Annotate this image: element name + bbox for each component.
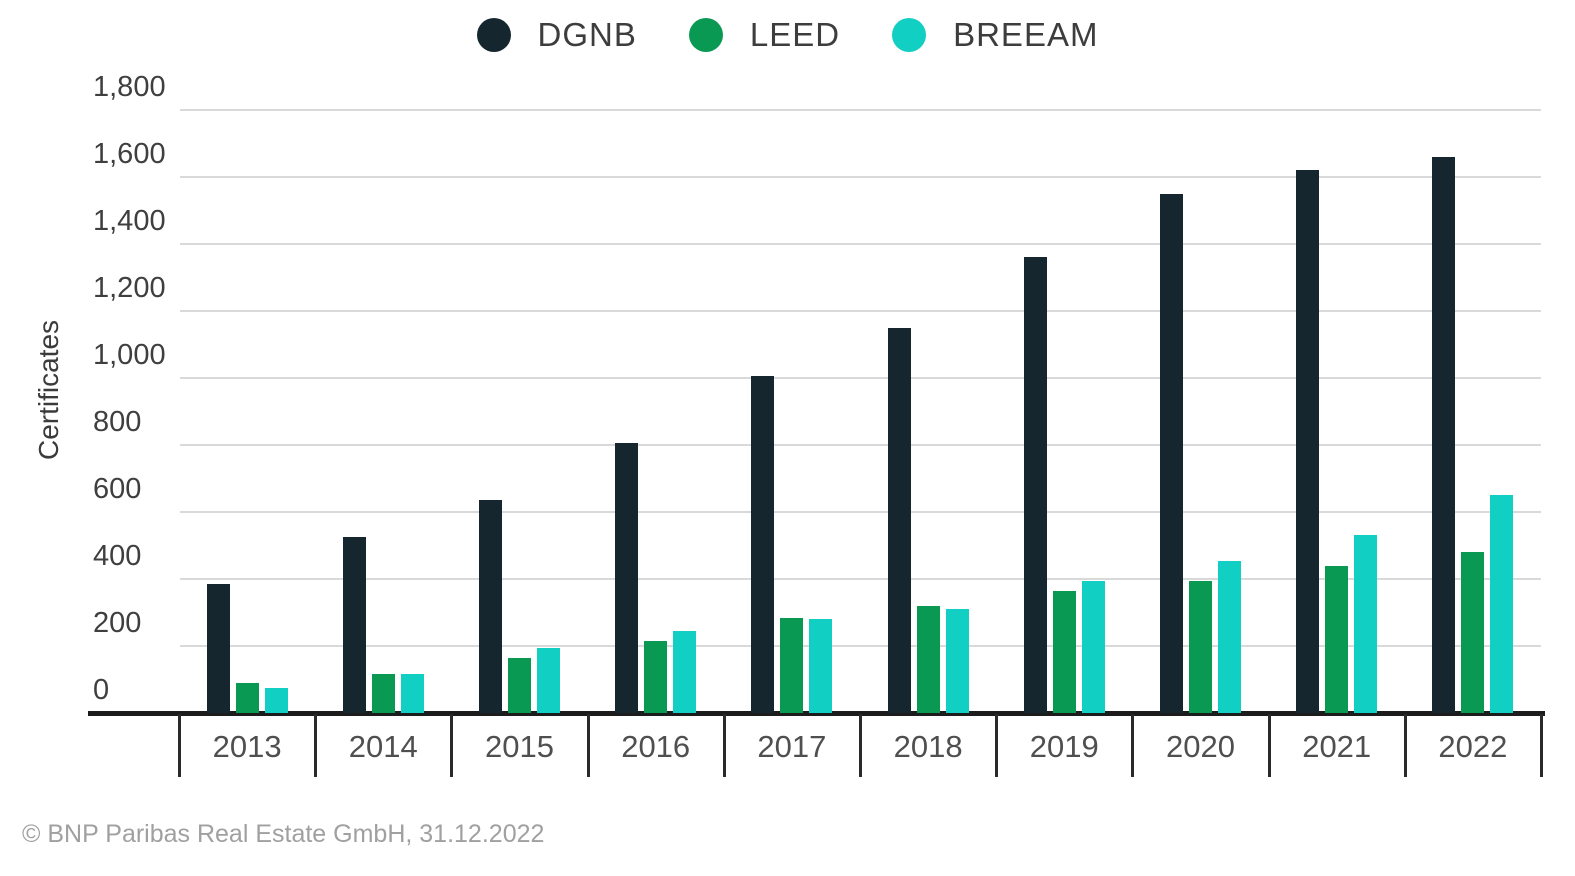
bar-breeam-2021	[1354, 535, 1378, 713]
x-axis-tick	[1131, 714, 1134, 777]
gridline-1400	[180, 243, 1541, 245]
bar-leed-2019	[1052, 591, 1076, 713]
x-axis-tick	[859, 714, 862, 777]
bar-breeam-2019	[1081, 581, 1105, 713]
bar-breeam-2017	[809, 619, 833, 713]
bar-breeam-2018	[945, 609, 969, 713]
gridline-1800	[180, 109, 1541, 111]
y-tick-label-1000: 1,000	[93, 339, 166, 371]
bar-dgnb-2019	[1023, 257, 1047, 713]
bar-breeam-2022	[1490, 495, 1514, 713]
bar-leed-2021	[1325, 566, 1349, 713]
legend-label: DGNB	[537, 16, 637, 53]
bar-dgnb-2016	[615, 443, 639, 713]
x-axis-tick	[587, 714, 590, 777]
bar-leed-2022	[1461, 552, 1485, 713]
gridline-600	[180, 511, 1541, 513]
bar-leed-2017	[780, 618, 804, 713]
gridline-1000	[180, 377, 1541, 379]
bar-breeam-2020	[1218, 561, 1241, 713]
chart-legend: DGNB LEED BREEAM	[0, 16, 1575, 54]
legend-dot-dgnb	[476, 18, 511, 52]
x-axis-tick	[450, 714, 453, 777]
x-tick-label-2013: 2013	[212, 729, 282, 764]
gridline-1200	[180, 310, 1541, 312]
x-axis-line	[88, 711, 1545, 716]
y-tick-label-1200: 1,200	[93, 272, 166, 304]
copyright-note: © BNP Paribas Real Estate GmbH, 31.12.20…	[22, 820, 545, 848]
bar-dgnb-2021	[1296, 170, 1320, 713]
x-tick-label-2020: 2020	[1166, 729, 1235, 764]
legend-item-breeam: BREEAM	[892, 16, 1098, 54]
y-tick-label-600: 600	[93, 473, 142, 505]
y-tick-label-1400: 1,400	[93, 205, 166, 237]
y-tick-label-200: 200	[93, 607, 142, 639]
x-tick-label-2022: 2022	[1438, 729, 1508, 764]
y-tick-label-1600: 1,600	[93, 138, 166, 170]
bar-dgnb-2017	[751, 376, 775, 713]
bar-leed-2020	[1189, 581, 1212, 713]
bar-dgnb-2022	[1432, 157, 1456, 713]
x-tick-label-2021: 2021	[1302, 729, 1372, 764]
x-axis-tick	[1268, 714, 1271, 777]
bar-breeam-2016	[673, 631, 697, 713]
y-axis-title: Certificates	[33, 319, 64, 461]
x-axis-tick	[995, 714, 998, 777]
bar-leed-2018	[916, 606, 940, 713]
bar-breeam-2013	[264, 688, 288, 713]
gridline-1600	[180, 176, 1541, 178]
legend-label: LEED	[749, 16, 841, 53]
x-axis-tick	[723, 714, 726, 777]
bar-leed-2016	[644, 641, 668, 713]
bar-dgnb-2020	[1160, 194, 1183, 713]
legend-dot-breeam	[892, 18, 927, 52]
bar-breeam-2014	[400, 674, 424, 713]
bar-leed-2014	[371, 674, 395, 713]
x-axis-tick	[314, 714, 317, 777]
legend-item-dgnb: DGNB	[476, 16, 637, 54]
legend-label: BREEAM	[953, 16, 1099, 53]
bar-leed-2013	[235, 683, 259, 713]
bar-breeam-2015	[537, 648, 560, 713]
y-tick-label-1800: 1,800	[93, 71, 166, 103]
x-tick-label-2014: 2014	[348, 729, 418, 764]
y-tick-label-0: 0	[93, 674, 110, 706]
x-tick-label-2016: 2016	[621, 729, 691, 764]
bar-dgnb-2018	[887, 328, 911, 713]
bar-leed-2015	[508, 658, 531, 713]
x-tick-label-2019: 2019	[1029, 729, 1099, 764]
gridline-800	[180, 444, 1541, 446]
x-axis-tick	[1404, 714, 1407, 777]
x-tick-label-2017: 2017	[757, 729, 827, 764]
x-tick-label-2015: 2015	[485, 729, 554, 764]
gridline-400	[180, 578, 1541, 580]
legend-dot-leed	[688, 18, 723, 52]
legend-item-leed: LEED	[688, 16, 841, 54]
bar-dgnb-2013	[206, 584, 230, 713]
x-axis-tick	[178, 714, 181, 777]
bar-dgnb-2014	[342, 537, 366, 713]
x-axis-tick	[1540, 714, 1543, 777]
x-tick-label-2018: 2018	[893, 729, 963, 764]
gridline-200	[180, 645, 1541, 647]
bar-dgnb-2015	[479, 500, 502, 713]
y-tick-label-400: 400	[93, 540, 142, 572]
y-tick-label-800: 800	[93, 406, 142, 438]
